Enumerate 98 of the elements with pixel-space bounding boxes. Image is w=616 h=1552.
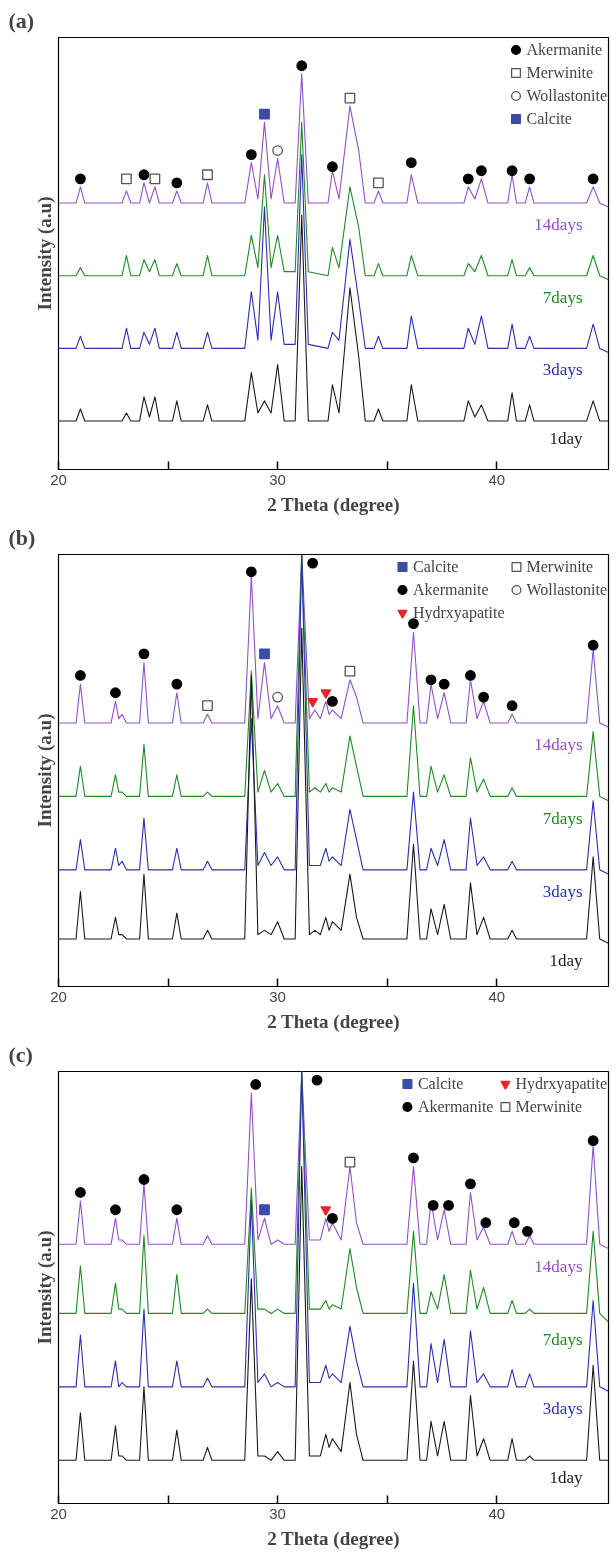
- point: [587, 639, 599, 651]
- series-label: 7days: [542, 808, 583, 828]
- legend-label: Calcite: [417, 1074, 464, 1093]
- series-label: 3days: [542, 1399, 583, 1419]
- x-tick-label: 20: [50, 470, 67, 488]
- point: [121, 173, 132, 185]
- chart-title: (c): [8, 1041, 33, 1067]
- point: [259, 108, 270, 120]
- point: [465, 670, 476, 681]
- series-label: 1day: [549, 951, 583, 971]
- point: [110, 687, 121, 699]
- legend-label: Merwinite: [526, 63, 594, 82]
- point: [587, 173, 599, 185]
- series-label: 14days: [534, 1256, 583, 1276]
- legend-label: Merwinite: [526, 557, 594, 576]
- point: [307, 697, 319, 708]
- point: [320, 1206, 332, 1216]
- point: [138, 169, 150, 181]
- legend-label: Akermanite: [526, 40, 603, 59]
- legend-label: Merwinite: [515, 1097, 583, 1116]
- point: [425, 674, 437, 686]
- chart-title: (b): [8, 524, 36, 550]
- point: [373, 177, 384, 189]
- point: [138, 1174, 150, 1185]
- point: [296, 60, 308, 72]
- point: [524, 173, 536, 185]
- series-label: 7days: [542, 1330, 583, 1350]
- point: [75, 1187, 86, 1198]
- legend-label: Hydrxyapatite: [515, 1074, 607, 1093]
- point: [506, 700, 518, 712]
- series-label: 1day: [549, 1468, 583, 1488]
- point: [427, 1200, 439, 1211]
- point: [443, 1200, 454, 1211]
- y-axis-title: Intensity (a.u): [33, 196, 56, 311]
- series-label: 3days: [542, 360, 583, 380]
- legend-label: Wollastonite: [526, 580, 607, 599]
- series-label: 14days: [534, 215, 583, 235]
- point: [245, 566, 257, 578]
- series-label: 1day: [549, 429, 583, 449]
- point: [202, 700, 213, 712]
- point: [75, 670, 86, 681]
- point: [462, 173, 474, 185]
- x-tick-label: 30: [269, 987, 286, 1005]
- legend-label: Wollastonite: [526, 86, 607, 105]
- x-tick-label: 30: [269, 470, 286, 488]
- point: [327, 161, 338, 173]
- point: [171, 678, 183, 690]
- x-axis-title: 2 Theta (degree): [267, 493, 400, 516]
- x-tick-label: 20: [50, 1504, 67, 1522]
- x-tick-label: 30: [269, 1504, 286, 1522]
- point: [171, 1204, 183, 1216]
- point: [307, 557, 319, 569]
- point: [478, 691, 489, 703]
- point: [171, 177, 183, 189]
- chart-title: (a): [8, 7, 35, 33]
- series-label: 3days: [542, 882, 583, 902]
- point: [344, 1156, 356, 1168]
- point: [202, 169, 213, 181]
- x-axis-title: 2 Theta (degree): [267, 1527, 400, 1550]
- point: [250, 1079, 262, 1090]
- point: [587, 1135, 599, 1147]
- x-tick-label: 40: [488, 987, 506, 1005]
- point: [408, 1152, 419, 1164]
- point: [272, 691, 284, 703]
- point: [327, 695, 338, 707]
- legend-label: Akermanite: [417, 1097, 494, 1116]
- point: [327, 1212, 338, 1224]
- legend-label: Calcite: [526, 109, 572, 128]
- point: [259, 648, 270, 660]
- point: [438, 678, 450, 690]
- point: [75, 173, 86, 185]
- point: [480, 1217, 492, 1229]
- legend-label: Calcite: [412, 557, 459, 576]
- point: [344, 665, 356, 677]
- x-axis-title: 2 Theta (degree): [267, 1010, 400, 1033]
- point: [259, 1204, 270, 1216]
- y-axis-title: Intensity (a.u): [33, 713, 56, 828]
- point: [522, 1225, 533, 1237]
- point: [320, 689, 332, 699]
- x-tick-label: 20: [50, 987, 67, 1005]
- point: [245, 149, 257, 160]
- series-label: 14days: [534, 735, 583, 755]
- point: [149, 173, 161, 185]
- legend-label: Hydrxyapatite: [412, 603, 505, 622]
- x-tick-label: 40: [488, 1504, 506, 1522]
- point: [272, 145, 284, 156]
- series-label: 7days: [542, 287, 583, 307]
- legend-label: Akermanite: [412, 580, 489, 599]
- point: [465, 1178, 476, 1190]
- point: [311, 1074, 323, 1086]
- point: [405, 157, 417, 169]
- x-tick-label: 40: [488, 470, 506, 488]
- point: [508, 1217, 520, 1229]
- y-axis-title: Intensity (a.u): [33, 1230, 56, 1345]
- point: [476, 165, 487, 177]
- point: [138, 648, 150, 660]
- point: [110, 1204, 121, 1216]
- point: [506, 165, 518, 177]
